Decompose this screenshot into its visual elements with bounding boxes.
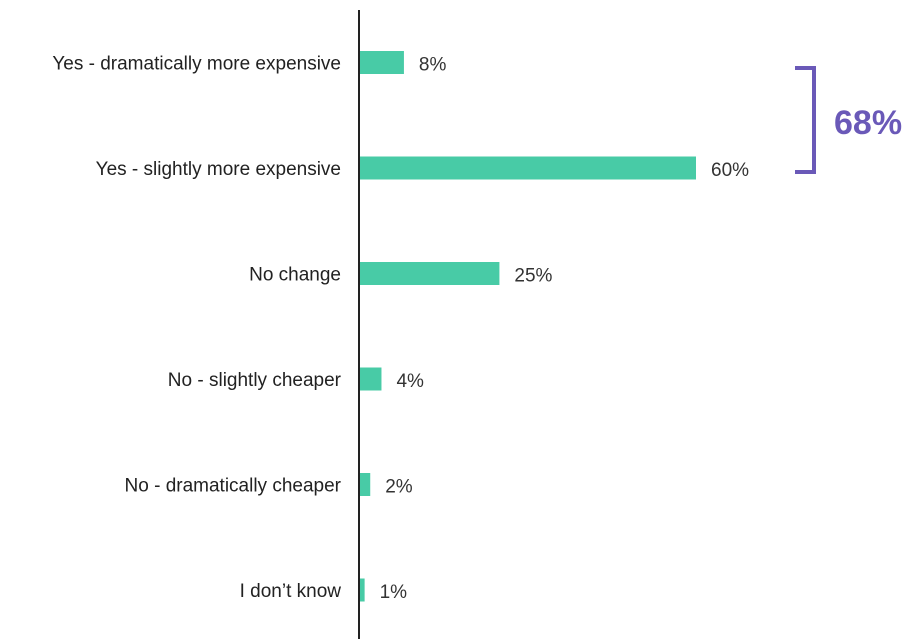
value-label-1: 60%: [711, 160, 749, 181]
value-label-4: 2%: [385, 477, 413, 498]
value-label-3: 4%: [396, 371, 424, 392]
bar-1: [359, 156, 696, 180]
bar-4: [359, 473, 371, 496]
category-label-5: I don’t know: [240, 581, 342, 602]
bar-3: [359, 367, 382, 391]
value-label-2: 25%: [514, 266, 552, 287]
category-label-1: Yes - slightly more expensive: [96, 159, 341, 180]
value-label-0: 8%: [419, 55, 447, 76]
bar-5: [359, 578, 365, 602]
bar-2: [359, 262, 500, 285]
bracket-total-label: 68%: [834, 104, 902, 142]
category-labels: Yes - dramatically more expensive Yes - s…: [52, 54, 341, 603]
bars-layer: [359, 51, 696, 602]
value-label-5: 1%: [380, 582, 408, 603]
category-label-2: No change: [249, 265, 341, 286]
bracket-annotation: 68%: [795, 66, 902, 174]
category-label-4: No - dramatically cheaper: [125, 476, 342, 497]
value-labels: 8% 60% 25% 4% 2% 1%: [380, 55, 750, 604]
bracket-shape: [795, 66, 816, 174]
category-label-0: Yes - dramatically more expensive: [52, 54, 341, 75]
category-label-3: No - slightly cheaper: [168, 370, 342, 391]
bar-0: [359, 51, 404, 74]
